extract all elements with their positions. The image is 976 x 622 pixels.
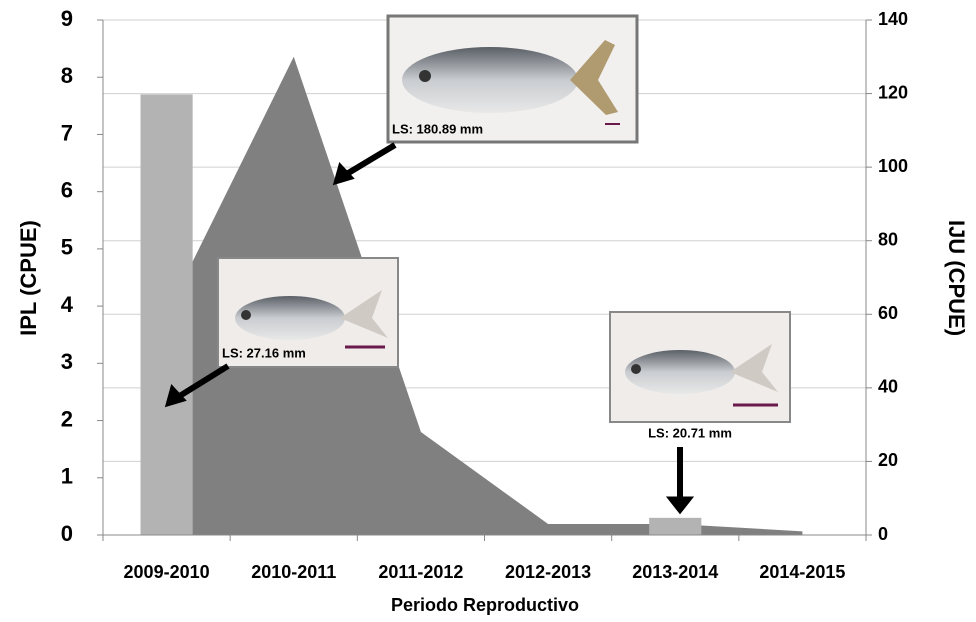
arrow-head <box>164 384 187 408</box>
annotation: LS: 20.71 mm <box>648 425 732 440</box>
bar <box>649 517 702 535</box>
y-tick-label: 6 <box>61 177 73 202</box>
arrow <box>343 142 397 178</box>
annotations: LS: 180.89 mm LS: 27.16 mm LS: 20.71 mm <box>164 14 791 515</box>
x-tick-label: 2014-2015 <box>759 562 845 582</box>
bar <box>140 94 193 535</box>
fish-tail <box>340 290 388 338</box>
y2-tick-label: 20 <box>878 450 898 470</box>
y2-tick-label: 140 <box>878 9 908 29</box>
x-tick-label: 2013-2014 <box>632 562 718 582</box>
y-tick-label: 3 <box>61 349 73 374</box>
fish <box>625 350 735 394</box>
area <box>166 56 803 536</box>
fish-eye <box>419 70 431 82</box>
x-tick-label: 2010-2011 <box>251 562 336 582</box>
arrow <box>176 363 230 400</box>
y2-tick-label: 100 <box>878 156 908 176</box>
y-tick-label: 2 <box>61 406 73 431</box>
arrow-head <box>665 496 695 515</box>
y-tick-label: 9 <box>61 6 73 31</box>
fish-eye <box>241 310 251 320</box>
y-tick-label: 1 <box>61 464 73 489</box>
y-tick-label: 8 <box>61 63 73 88</box>
annotation: LS: 27.16 mm <box>222 345 306 360</box>
plot-area: 0 20 40 60 80 100 120 140 0 1 2 3 4 5 6 7 8 9 2009-2010 201… <box>61 6 908 582</box>
x-tick-label: 2009-2010 <box>124 562 210 582</box>
y-tick-label: 0 <box>61 521 73 546</box>
arrow-head <box>332 162 355 186</box>
fish-tail <box>570 40 618 115</box>
y-axis-title: IPL (CPUE) <box>16 220 41 336</box>
fish <box>402 47 578 113</box>
y2-tick-label: 40 <box>878 377 898 397</box>
annotation: LS: 180.89 mm <box>392 121 483 136</box>
fish-eye <box>631 364 641 374</box>
fish <box>235 296 345 340</box>
y2-tick-label: 120 <box>878 82 908 102</box>
y2-tick-label: 60 <box>878 303 898 323</box>
y2-axis-title: IJU (CPUE) <box>944 220 969 336</box>
x-tick-label: 2012-2013 <box>505 562 591 582</box>
x-axis-title: Periodo Reproductivo <box>391 595 579 615</box>
y2-tick-label: 0 <box>878 524 888 544</box>
y2-tick-label: 80 <box>878 229 898 249</box>
y-tick-label: 5 <box>61 235 73 260</box>
y-tick-label: 4 <box>61 292 74 317</box>
fish-tail <box>730 344 778 392</box>
y-tick-label: 7 <box>61 120 73 145</box>
x-tick-label: 2011-2012 <box>378 562 463 582</box>
